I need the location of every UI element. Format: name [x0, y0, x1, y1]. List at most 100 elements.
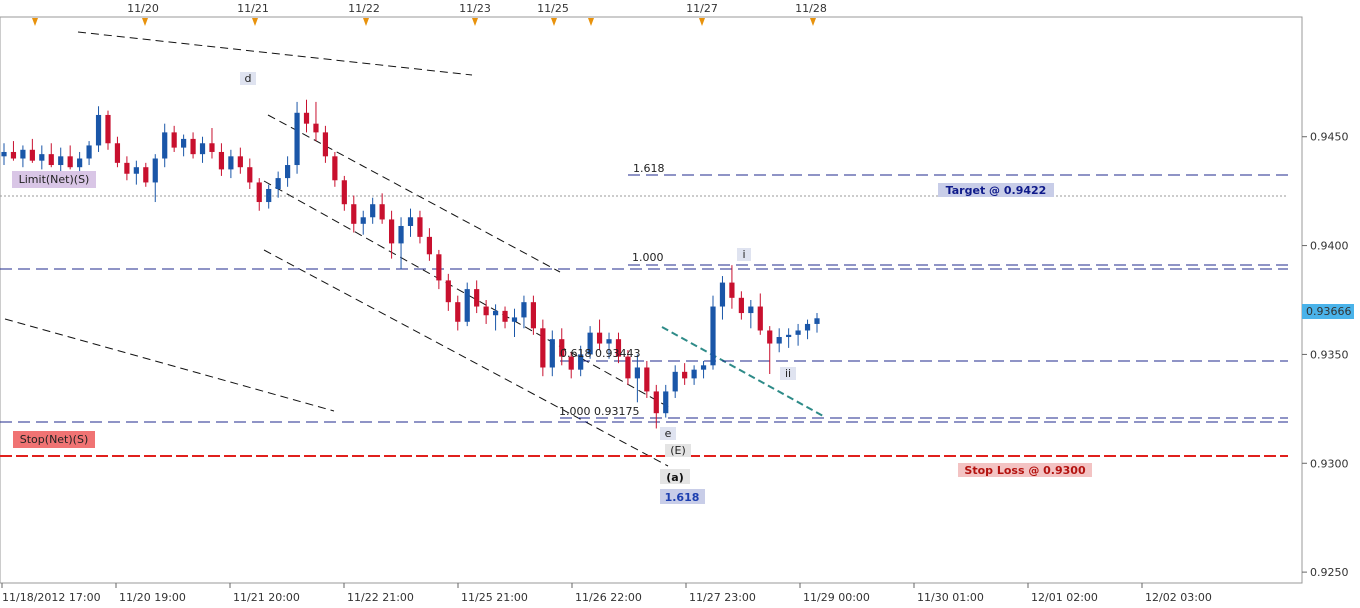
- candle-body: [247, 167, 253, 183]
- candle-body: [786, 334, 792, 338]
- candle-body: [700, 365, 707, 370]
- candle-body: [86, 145, 92, 159]
- x-tick-label: 11/22 21:00: [347, 591, 414, 604]
- top-date-label: 11/25: [537, 2, 569, 15]
- candle-body: [133, 167, 139, 174]
- candle-body: [719, 282, 726, 307]
- candle-body: [653, 391, 659, 414]
- candle-body: [105, 114, 111, 144]
- fib-label-0931: 1.000 0.93175: [559, 405, 639, 418]
- trend-line-top: [77, 31, 473, 76]
- candle-body: [691, 369, 697, 379]
- y-tick-label: 0.9250: [1310, 566, 1349, 579]
- candle-body: [729, 282, 735, 298]
- candles: [1, 99, 820, 429]
- candle-body: [341, 180, 347, 205]
- wave-a-badge: [660, 469, 690, 484]
- wave-ii-label: ii: [785, 367, 791, 380]
- candle-body: [95, 114, 102, 146]
- candle-body: [606, 339, 612, 344]
- wave-e-label: e: [665, 427, 672, 440]
- current-price-badge: [1302, 304, 1354, 319]
- session-marker: [252, 18, 258, 26]
- wave-a-label: (a): [666, 471, 683, 484]
- candle-body: [379, 204, 385, 220]
- wave-E-label: (E): [670, 444, 686, 457]
- candle-body: [351, 204, 357, 224]
- candle-body: [294, 112, 300, 166]
- candle-body: [464, 289, 470, 322]
- candle-body: [596, 332, 603, 344]
- candle-body: [804, 323, 811, 331]
- candle-body: [483, 306, 489, 316]
- candle-body: [426, 236, 433, 255]
- candle-body: [58, 156, 64, 166]
- ext-1618-badge: [660, 489, 705, 504]
- top-date-label: 11/23: [459, 2, 491, 15]
- candle-body: [20, 149, 26, 159]
- x-tick-label: 11/29 00:00: [803, 591, 870, 604]
- candle-body: [776, 337, 782, 344]
- candle-body: [370, 204, 376, 218]
- candle-body: [407, 217, 414, 226]
- channel-lower-line: [263, 249, 669, 467]
- candle-body: [228, 156, 234, 170]
- candle-body: [615, 339, 622, 357]
- candle-body: [578, 354, 584, 370]
- top-date-label: 11/27: [686, 2, 718, 15]
- session-marker: [699, 18, 705, 26]
- ext-1618-label: 1.618: [665, 491, 700, 504]
- candle-body: [738, 297, 744, 314]
- session-marker: [472, 18, 478, 26]
- candle-body: [1, 151, 7, 157]
- candle-body: [502, 310, 508, 322]
- candle-body: [388, 219, 395, 244]
- top-date-axis: 11/20 11/21 11/22 11/23 11/25 11/27 11/28: [32, 2, 827, 26]
- candle-body: [332, 156, 338, 181]
- candle-body: [757, 306, 763, 331]
- candle-body: [218, 151, 225, 170]
- candle-body: [171, 132, 177, 148]
- fib-label-0618: 0.618 0.93443: [560, 347, 640, 360]
- candle-body: [322, 132, 329, 157]
- candle-body: [644, 367, 650, 392]
- candle-body: [237, 156, 243, 168]
- candle-body: [162, 132, 168, 159]
- top-date-label: 11/21: [237, 2, 269, 15]
- trend-lines: [4, 31, 826, 467]
- candle-body: [530, 302, 536, 329]
- wave-e-badge: [660, 427, 676, 440]
- x-tick-label: 11/20 19:00: [119, 591, 186, 604]
- candle-body: [795, 330, 801, 335]
- candle-body: [710, 306, 716, 366]
- candle-body: [77, 158, 83, 168]
- candle-body: [48, 154, 54, 166]
- candle-body: [474, 289, 480, 307]
- candle-body: [285, 165, 291, 179]
- fib-levels: [0, 174, 1288, 457]
- green-trend-line: [661, 326, 826, 418]
- candle-body: [445, 280, 451, 303]
- candle-body: [190, 138, 196, 155]
- candle-body: [568, 356, 574, 370]
- candle-body: [275, 178, 281, 189]
- wave-i-badge: [737, 248, 751, 261]
- fib-label-1000: 1.000: [632, 251, 664, 264]
- fib-label-1618: 1.618: [633, 162, 665, 175]
- x-tick-label: 11/26 22:00: [575, 591, 642, 604]
- session-marker: [363, 18, 369, 26]
- candle-body: [360, 217, 366, 224]
- candle-body: [266, 188, 272, 203]
- candle-body: [625, 356, 631, 379]
- target-badge: [938, 183, 1054, 197]
- target-label: Target @ 0.9422: [946, 184, 1047, 197]
- candle-body: [455, 302, 461, 322]
- candle-body: [663, 391, 669, 414]
- chart-annotations: 1.618 1.000 0.618 0.93443 1.000 0.93175 …: [12, 72, 1092, 504]
- candle-body: [672, 371, 678, 392]
- candle-body: [559, 339, 565, 357]
- candle-body: [67, 156, 73, 168]
- stop-loss-badge: [958, 463, 1092, 477]
